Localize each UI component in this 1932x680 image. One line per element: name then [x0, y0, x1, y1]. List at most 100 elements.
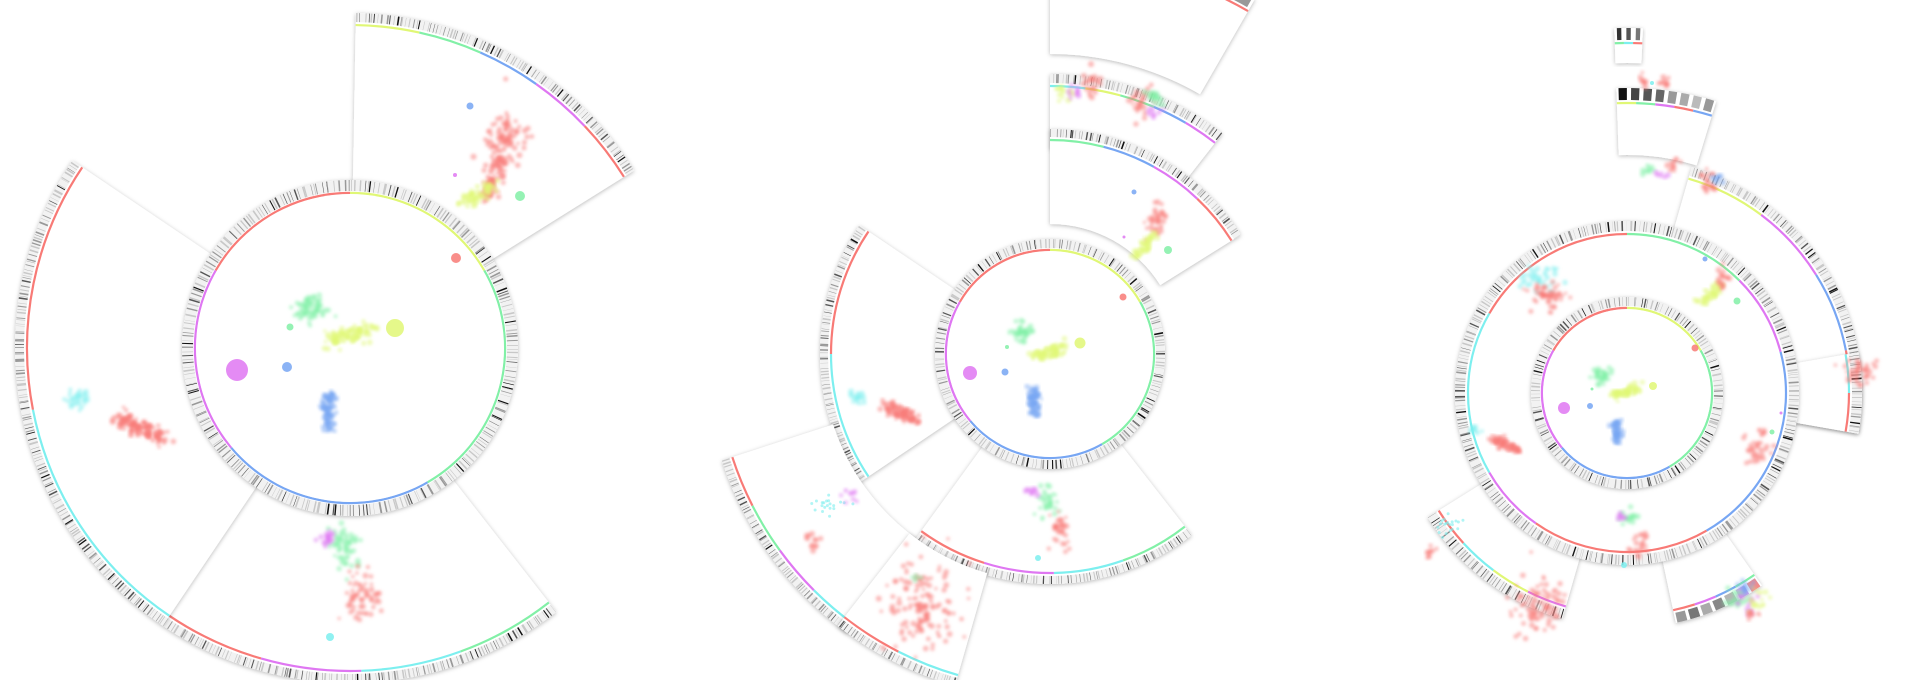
- data-point: [1619, 515, 1625, 522]
- data-point: [151, 439, 155, 443]
- data-point: [513, 129, 520, 136]
- barcode-mark: [989, 444, 995, 453]
- barcode-mark: [606, 141, 615, 149]
- barcode-mark: [506, 356, 518, 359]
- barcode-mark: [1155, 341, 1165, 344]
- barcode-mark: [25, 429, 35, 433]
- data-point: [1771, 443, 1777, 449]
- data-point: [944, 624, 950, 630]
- barcode-mark: [1517, 259, 1526, 268]
- ring-color-arc: [969, 420, 1103, 460]
- barcode-mark: [1455, 380, 1466, 382]
- data-point: [1768, 451, 1774, 456]
- data-point: [1719, 179, 1726, 186]
- barcode-mark: [387, 671, 390, 680]
- data-point: [914, 582, 920, 588]
- barcode-mark: [502, 635, 508, 645]
- barcode-mark: [1815, 263, 1824, 270]
- sector-color-arc: [1672, 603, 1696, 612]
- barcode-mark: [1472, 316, 1482, 323]
- barcode-mark: [1097, 570, 1101, 579]
- barcode-mark: [1156, 158, 1162, 166]
- barcode-mark: [1591, 224, 1595, 235]
- data-point: [1756, 611, 1761, 616]
- barcode-mark: [505, 53, 511, 63]
- barcode-mark: [1709, 419, 1719, 425]
- barcode-mark: [326, 181, 329, 193]
- data-point: [1637, 389, 1642, 395]
- barcode-mark: [1132, 420, 1140, 427]
- barcode-mark: [820, 362, 829, 364]
- data-point: [1439, 522, 1443, 526]
- data-point: [1069, 83, 1075, 89]
- barcode-mark: [221, 649, 226, 658]
- barcode-mark: [1109, 441, 1116, 450]
- data-point: [1437, 531, 1441, 535]
- data-point: [123, 416, 129, 421]
- barcode-mark: [1682, 318, 1689, 327]
- data-point: [1847, 378, 1852, 383]
- barcode-mark: [316, 501, 320, 513]
- barcode-mark: [17, 305, 27, 308]
- barcode-mark: [264, 483, 271, 493]
- barcode-mark: [393, 670, 397, 680]
- point-cluster: [1142, 199, 1169, 244]
- barcode-mark: [1531, 389, 1541, 392]
- barcode-mark: [1704, 534, 1711, 544]
- barcode-mark: [1540, 243, 1547, 254]
- barcode-mark: [1627, 297, 1629, 307]
- data-point: [1014, 337, 1019, 342]
- barcode-mark: [746, 514, 754, 519]
- barcode-mark: [1127, 275, 1135, 283]
- barcode-mark: [1759, 485, 1769, 493]
- data-point: [1092, 89, 1098, 95]
- barcode-mark: [341, 504, 344, 516]
- barcode-mark: [1439, 528, 1448, 535]
- barcode-mark: [1524, 254, 1531, 263]
- barcode-mark: [1198, 189, 1205, 197]
- barcode-mark: [1182, 175, 1188, 183]
- barcode-mark: [301, 670, 304, 680]
- data-point: [356, 610, 362, 616]
- barcode-mark: [900, 657, 905, 666]
- barcode-mark: [1670, 227, 1675, 238]
- barcode-mark: [856, 633, 862, 641]
- data-point: [1428, 543, 1433, 548]
- barcode-mark: [1753, 285, 1762, 293]
- barcode-mark: [1767, 307, 1777, 313]
- data-point: [372, 591, 379, 598]
- barcode-mark: [428, 22, 432, 32]
- barcode-mark: [895, 655, 900, 663]
- barcode-mark: [87, 550, 95, 557]
- sector-color-arc: [355, 23, 420, 34]
- data-point: [1597, 368, 1602, 373]
- data-point: [1086, 85, 1091, 90]
- data-point: [1528, 308, 1534, 314]
- barcode-mark: [50, 493, 59, 499]
- data-point: [297, 302, 303, 308]
- barcode-mark: [427, 484, 434, 495]
- barcode-mark: [1022, 574, 1025, 583]
- barcode-mark: [1610, 554, 1613, 565]
- data-point: [124, 408, 129, 413]
- data-point: [910, 418, 917, 424]
- barcode-mark: [1129, 423, 1138, 430]
- barcode-mark: [581, 111, 589, 119]
- barcode-mark: [173, 625, 180, 634]
- barcode-mark: [871, 642, 877, 650]
- barcode-mark: [50, 197, 59, 202]
- data-point: [814, 499, 818, 503]
- barcode-mark: [830, 614, 837, 621]
- barcode-mark: [1432, 519, 1442, 527]
- barcode-mark: [255, 660, 260, 670]
- barcode-mark: [722, 461, 731, 466]
- data-point: [334, 332, 338, 337]
- barcode-mark: [446, 659, 450, 669]
- panel-left-clusters: [848, 388, 922, 426]
- barcode-mark: [586, 117, 594, 125]
- barcode-mark: [1763, 480, 1772, 487]
- barcode-mark: [965, 274, 974, 282]
- data-point: [910, 575, 914, 579]
- barcode-mark: [21, 279, 31, 284]
- barcode-mark: [1140, 408, 1149, 415]
